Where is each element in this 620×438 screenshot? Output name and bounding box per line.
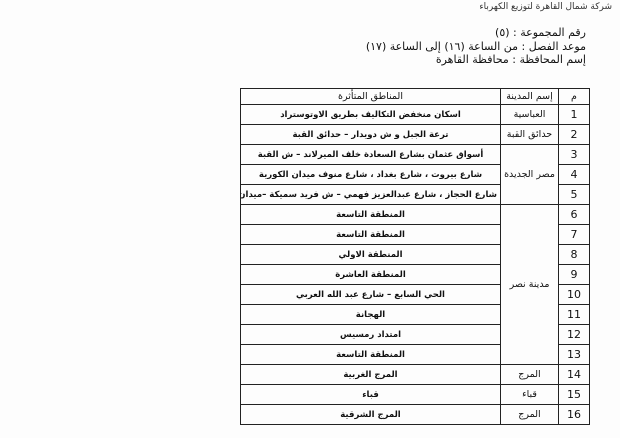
city-cell: المرج — [500, 404, 559, 425]
table-row: 1 العباسية اسكان منخفض التكاليف بطريق الاو… — [240, 104, 590, 125]
area-cell: امتداد رمسيس — [240, 324, 501, 345]
row-number: 2 — [558, 124, 590, 145]
table-row: 9 المنطقة العاشرة — [240, 264, 590, 285]
info-line: موعد الفصل : من الساعة (١٦) إلى الساعة (… — [365, 39, 586, 53]
row-number: 10 — [558, 284, 590, 305]
area-cell: قباء — [240, 384, 501, 405]
table-row: 16 المرج المرج الشرقية — [240, 404, 590, 425]
company-name: شركة شمال القاهرة لتوزيع الكهرباء — [479, 2, 612, 12]
row-number: 9 — [558, 264, 590, 285]
row-number: 1 — [558, 104, 590, 125]
row-number: 12 — [558, 324, 590, 345]
row-number: 3 — [558, 144, 590, 165]
area-cell: المنطقة التاسعة — [240, 344, 501, 365]
area-cell: المنطقة العاشرة — [240, 264, 501, 285]
city-cell: قباء — [500, 384, 559, 405]
header-row: م إسم المدينة المناطق المتأثرة — [240, 88, 590, 105]
column-header: إسم المدينة — [500, 88, 559, 105]
area-cell: المنطقة الاولي — [240, 244, 501, 265]
table-row: 6 مدينة نصر المنطقة التاسعة — [240, 204, 590, 365]
area-cell: أسواق عثمان بشارع السعادة خلف الميرلاند … — [240, 144, 501, 165]
city-cell: حدائق القبة — [500, 124, 559, 145]
table-row: 5 شارع الحجاز ، شارع عبدالعزيز فهمي – ش ف… — [240, 184, 590, 205]
row-number: 5 — [558, 184, 590, 205]
row-number: 11 — [558, 304, 590, 325]
table-row: 12 امتداد رمسيس — [240, 324, 590, 345]
area-cell: المنطقة التاسعة — [240, 224, 501, 245]
area-cell: الهجانة — [240, 304, 501, 325]
info-line: رقم المجموعة : (٥) — [495, 26, 586, 39]
city-cell: مدينة نصر — [500, 204, 559, 365]
table-row: 15 قباء قباء — [240, 384, 590, 405]
row-number: 15 — [558, 384, 590, 405]
area-cell: المنطقة التاسعة — [240, 204, 501, 225]
city-cell: العباسية — [500, 104, 559, 125]
row-number: 16 — [558, 404, 590, 425]
row-number: 13 — [558, 344, 590, 365]
row-number: 8 — [558, 244, 590, 265]
row-number: 4 — [558, 164, 590, 185]
column-header: المناطق المتأثرة — [240, 88, 501, 105]
table-row: 14 المرج المرج الغربية — [240, 364, 590, 385]
area-cell: المرج الغربية — [240, 364, 501, 385]
area-cell: اسكان منخفض التكاليف بطريق الاوتوستراد — [240, 104, 501, 125]
table-row: 2 حدائق القبة ترعة الجبل و ش دويدار – حدائ… — [240, 124, 590, 145]
info-line: إسم المحافظة : محافظة القاهرة — [435, 53, 586, 66]
area-cell: شارع الحجاز ، شارع عبدالعزيز فهمي – ش فر… — [240, 184, 501, 205]
area-cell: شارع بيروت ، شارع بغداد ، شارع منوف ميدا… — [240, 164, 501, 185]
table-row: 13 المنطقة التاسعة — [240, 344, 590, 365]
info-block: رقم المجموعة : (٥) موعد الفصل : من الساعة… — [366, 26, 586, 67]
row-number: 6 — [558, 204, 590, 225]
area-cell: المرج الشرقية — [240, 404, 501, 425]
city-cell: مصر الجديدة — [500, 144, 559, 205]
area-cell: ترعة الجبل و ش دويدار – حدائق القبة — [240, 124, 501, 145]
table-row: 3 مصر الجديدة أسواق عثمان بشارع السعادة خل… — [240, 144, 590, 205]
area-cell: الحي السابع – شارع عبد الله العربي — [240, 284, 501, 305]
row-number: 7 — [558, 224, 590, 245]
column-header: م — [558, 88, 590, 105]
row-number: 14 — [558, 364, 590, 385]
schedule-table: م إسم المدينة المناطق المتأثرة 1 العباسية اس… — [240, 88, 590, 425]
city-cell: المرج — [500, 364, 559, 385]
